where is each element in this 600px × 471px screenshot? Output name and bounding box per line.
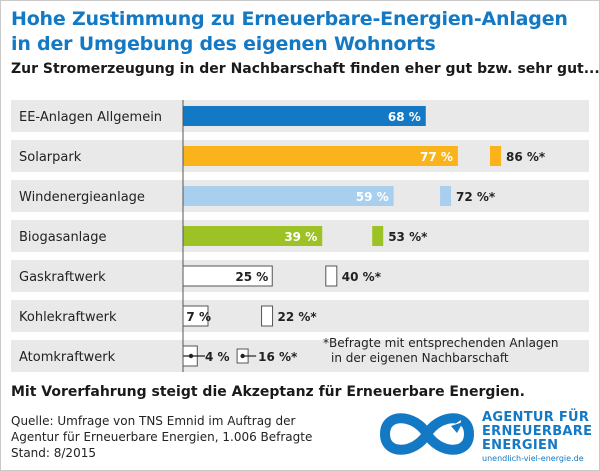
data-label: 59 % — [356, 190, 389, 204]
footnote: *Befragte mit entsprechenden Anlagen in … — [323, 336, 559, 366]
logo-line-2: ERNEUERBARE — [482, 424, 593, 439]
bar — [183, 226, 323, 246]
footnote-line-1: *Befragte mit entsprechenden Anlagen — [323, 336, 559, 350]
comparison-marker — [372, 226, 384, 246]
conclusion-text: Mit Vorerfahrung steigt die Akzeptanz fü… — [11, 384, 525, 400]
chart-title-line-1: Hohe Zustimmung zu Erneuerbare-Energien-… — [11, 8, 568, 30]
category-label: Solarpark — [19, 150, 82, 165]
category-label: Gaskraftwerk — [19, 270, 106, 285]
data-label: 4 % — [205, 350, 230, 364]
chart-subtitle: Zur Stromerzeugung in der Nachbarschaft … — [11, 61, 600, 77]
logo-url[interactable]: unendlich-viel-energie.de — [482, 454, 584, 463]
logo-line-3: ENERGIEN — [482, 438, 559, 453]
label-dot — [188, 353, 194, 359]
bar-chart: EE-Anlagen Allgemein 68 % Solarpark 77 % 86 … — [11, 100, 589, 372]
data-label: 68 % — [388, 110, 421, 124]
bar — [183, 186, 394, 206]
comparison-label: 40 %* — [342, 270, 382, 284]
category-label: Windenergieanlage — [19, 190, 145, 205]
chart-title-line-2: in der Umgebung des eigenen Wohnorts — [11, 33, 436, 55]
infinity-icon — [379, 413, 475, 455]
comparison-label: 86 %* — [506, 150, 546, 164]
source-line-1: Quelle: Umfrage von TNS Emnid im Auftrag… — [11, 414, 296, 428]
row-band — [11, 300, 589, 332]
source-line-3: Stand: 8/2015 — [11, 446, 96, 460]
comparison-marker — [490, 146, 502, 166]
category-label: Atomkraftwerk — [19, 350, 116, 365]
comparison-marker — [440, 186, 452, 206]
bar — [183, 146, 458, 166]
row-band — [11, 340, 589, 372]
agency-logo[interactable]: AGENTUR FÜR ERNEUERBARE ENERGIEN unendli… — [482, 411, 592, 465]
comparison-label: 53 %* — [388, 230, 428, 244]
footnote-line-2: in der eigenen Nachbarschaft — [331, 351, 509, 365]
source-note: Quelle: Umfrage von TNS Emnid im Auftrag… — [11, 413, 312, 461]
comparison-marker — [325, 265, 338, 287]
data-label: 77 % — [420, 150, 453, 164]
row-band — [11, 260, 589, 292]
category-label: EE-Anlagen Allgemein — [19, 110, 162, 125]
data-label: 39 % — [284, 230, 317, 244]
comparison-label: 22 %* — [278, 310, 318, 324]
source-line-2: Agentur für Erneuerbare Energien, 1.006 … — [11, 430, 313, 444]
data-label: 7 % — [186, 310, 211, 324]
comparison-marker — [261, 305, 274, 327]
comparison-label: 16 %* — [258, 350, 298, 364]
data-label: 25 % — [235, 270, 268, 284]
logo-line-1: AGENTUR FÜR — [482, 410, 590, 425]
category-label: Biogasanlage — [19, 230, 107, 245]
bar — [183, 106, 426, 126]
category-label: Kohlekraftwerk — [19, 310, 117, 325]
comparison-label: 72 %* — [456, 190, 496, 204]
